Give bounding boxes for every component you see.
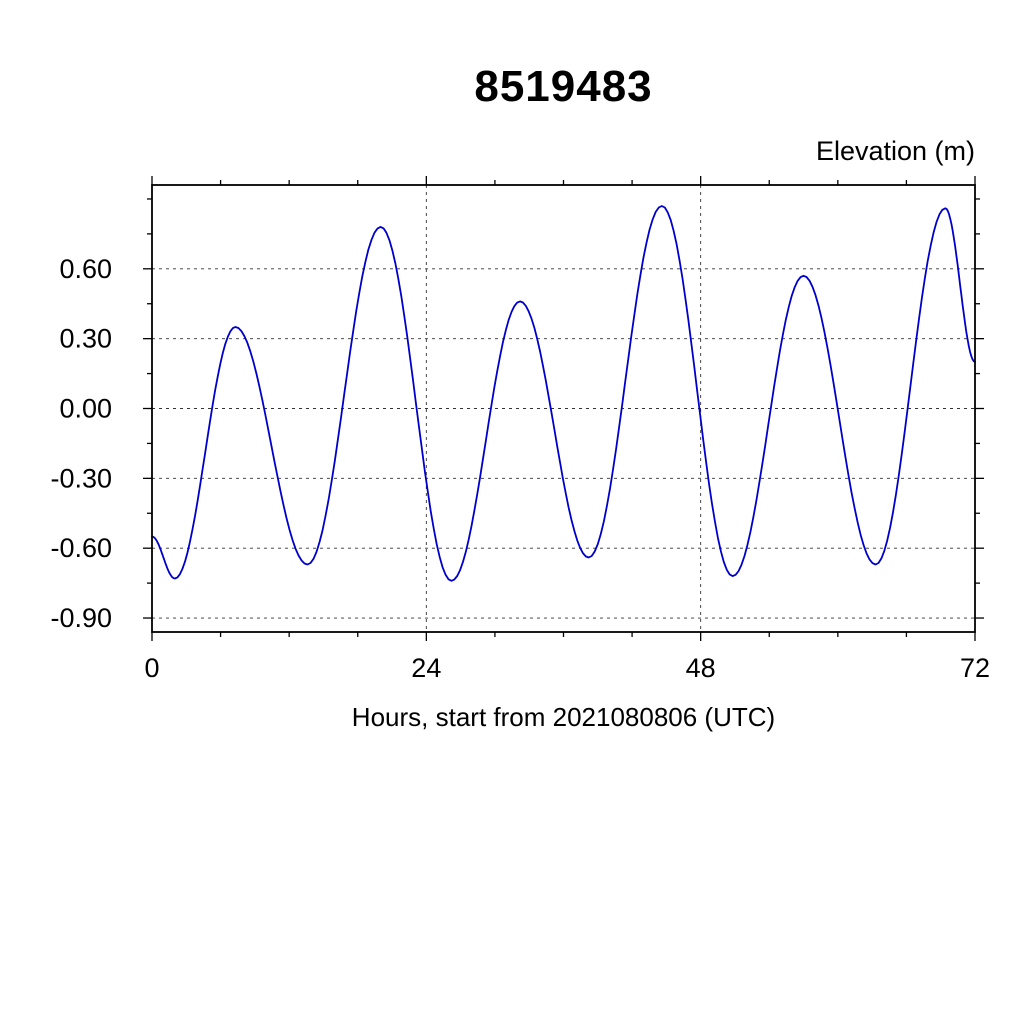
- y-tick-label: 0.30: [59, 324, 112, 354]
- x-tick-label: 48: [686, 653, 716, 683]
- y-tick-label: 0.00: [59, 394, 112, 424]
- x-tick-label: 24: [411, 653, 441, 683]
- tide-curve: [151, 205, 976, 582]
- y-tick-label: -0.90: [50, 603, 112, 633]
- x-axis-title: Hours, start from 2021080806 (UTC): [351, 702, 776, 732]
- y-tick-label: -0.30: [50, 463, 112, 493]
- chart-title: 8519483: [474, 62, 653, 111]
- y-tick-labels: -0.90 -0.60 -0.30 0.00 0.30 0.60: [50, 254, 112, 633]
- x-tick-label: 0: [144, 653, 159, 683]
- axis-ticks: [143, 176, 984, 641]
- plot-frame: [151, 184, 976, 633]
- y-tick-label: -0.60: [50, 533, 112, 563]
- y-axis-title: Elevation (m): [815, 136, 975, 166]
- y-tick-label: 0.60: [59, 254, 112, 284]
- x-tick-label: 72: [960, 653, 990, 683]
- x-tick-labels: 0 24 48 72: [144, 653, 990, 683]
- gridlines: [152, 185, 975, 632]
